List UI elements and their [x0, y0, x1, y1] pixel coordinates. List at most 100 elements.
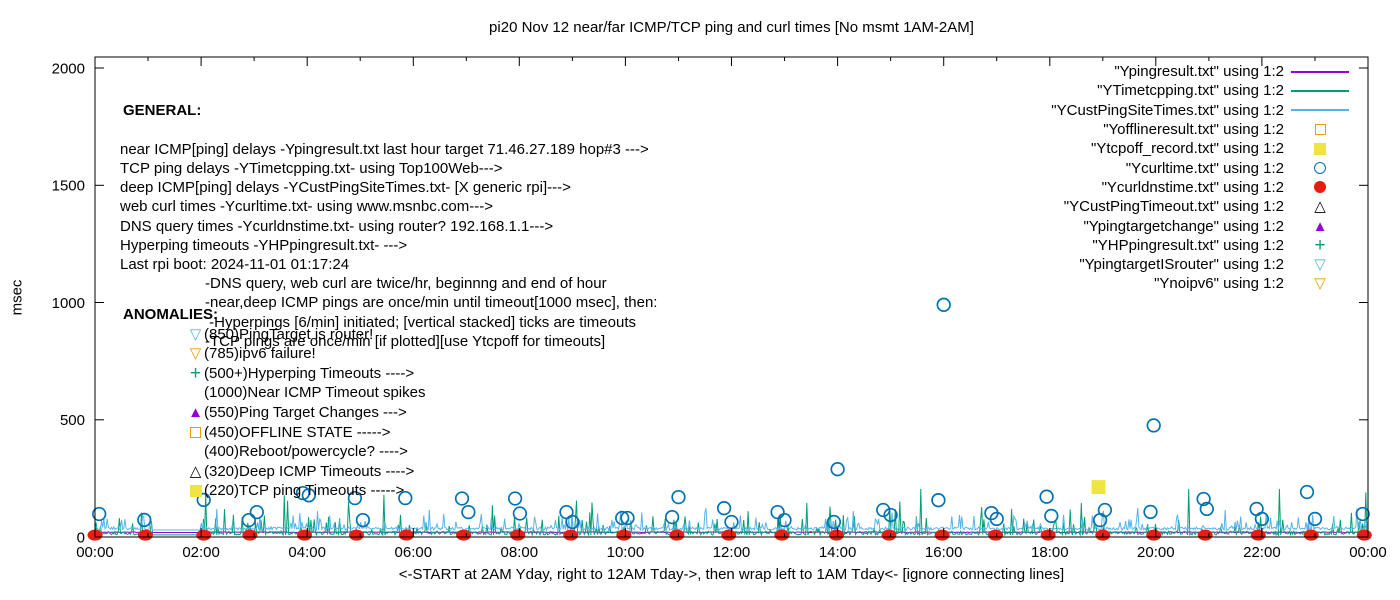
legend-item: "Ypingtargetchange" using 1:2 ▲	[700, 216, 1356, 235]
line-marker-icon	[1291, 89, 1349, 92]
legend-item-label: "YCustPingTimeout.txt" using 1:2	[1063, 198, 1284, 216]
legend: "Ypingresult.txt" using 1:2 "YTimetcpping…	[700, 62, 1356, 294]
legend-item-label: "YTimetcpping.txt" using 1:2	[1097, 82, 1284, 100]
series-marker-Ycurltime.txt	[301, 488, 316, 503]
series-marker-Ycurldnstime.txt	[297, 529, 312, 541]
legend-item: "YCustPingSiteTimes.txt" using 1:2	[700, 101, 1356, 120]
note-line: -near,deep ICMP pings are once/min until…	[205, 294, 658, 312]
x-tick-label: 00:00	[76, 544, 114, 561]
legend-item: "YHPpingresult.txt" using 1:2 +	[700, 236, 1356, 255]
anomaly-item: + (500+)Hyperping Timeouts ---->	[123, 364, 425, 384]
circle-filled-marker-icon	[1314, 181, 1326, 194]
note-line: Last rpi boot: 2024-11-01 01:17:24	[120, 256, 350, 274]
y-tick-label: 1000	[52, 295, 85, 312]
series-marker-Ycurldnstime.txt	[1356, 529, 1372, 541]
series-marker-Ycurltime.txt	[615, 510, 630, 526]
series-marker-Ycurldnstime.txt	[456, 529, 472, 541]
series-marker-Ycurltime.txt	[931, 493, 946, 508]
series-marker-Ycurltime.txt	[137, 512, 152, 528]
anomaly-item: ▲ (550)Ping Target Changes --->	[123, 403, 425, 423]
legend-item-label: "YpingtargetISrouter" using 1:2	[1079, 256, 1284, 274]
plus-marker-icon: +	[189, 363, 202, 385]
note-line: -TCP pings are once/min [if plotted][use…	[205, 332, 606, 350]
x-tick-label: 16:00	[925, 544, 963, 561]
series-marker-Ycurltime.txt	[724, 514, 739, 530]
anomaly-label: (400)Reboot/powercycle? ---->	[204, 443, 408, 461]
anomaly-item: (220)TCP ping Timeouts ----->	[123, 481, 425, 501]
square-open-marker-icon	[1314, 124, 1326, 136]
anomaly-label: (450)OFFLINE STATE ----->	[204, 423, 391, 441]
legend-item: "YTimetcpping.txt" using 1:2	[700, 81, 1356, 100]
legend-item-label: "Ypingresult.txt" using 1:2	[1114, 63, 1284, 81]
series-marker-Ycurltime.txt	[461, 504, 476, 520]
legend-item-label: "Ytcpoff_record.txt" using 1:2	[1091, 140, 1284, 158]
y-tick-label: 0	[77, 529, 85, 546]
note-line: DNS query times -Ycurldnstime.txt- using…	[120, 217, 554, 235]
x-tick-label: 02:00	[182, 544, 220, 561]
triangle-up-filled-marker-icon: ▲	[1312, 217, 1328, 235]
series-marker-Ycurltime.txt	[1199, 501, 1214, 517]
series-marker-Ycurltime.txt	[620, 510, 635, 526]
legend-item: "Ypingresult.txt" using 1:2	[700, 62, 1356, 81]
anomalies-header: ANOMALIES:	[123, 306, 218, 323]
anomaly-label: (1000)Near ICMP Timeout spikes	[204, 384, 426, 402]
line-marker-icon	[1291, 70, 1349, 73]
note-line: -DNS query, web curl are twice/hr, begin…	[205, 275, 607, 293]
series-marker-Ycurltime.txt	[777, 512, 792, 528]
series-marker-Ycurltime.txt	[355, 512, 371, 528]
chart-title: pi20 Nov 12 near/far ICMP/TCP ping and c…	[489, 19, 974, 36]
series-marker-Ycurltime.txt	[883, 507, 898, 523]
series-marker-Ycurldnstime.txt	[349, 529, 364, 541]
anomaly-item: (450)OFFLINE STATE ----->	[123, 423, 425, 443]
triangle-down-open-marker-icon: ▽	[1314, 256, 1326, 274]
series-marker-Ycurltime.txt	[249, 504, 264, 520]
square-filled-marker-icon	[189, 485, 202, 498]
legend-item: "Ynoipv6" using 1:2 ▽	[700, 274, 1356, 293]
series-marker-Ycurldnstime.txt	[829, 529, 844, 541]
anomaly-label: (785)ipv6 failure!	[204, 345, 316, 363]
legend-item: "Ycurldnstime.txt" using 1:2	[700, 178, 1356, 197]
note-line: TCP ping delays -YTimetcpping.txt- using…	[120, 160, 503, 178]
series-marker-Ycurldnstime.txt	[398, 529, 414, 541]
x-tick-label: 08:00	[501, 544, 539, 561]
series-marker-Ycurltime.txt	[92, 506, 107, 522]
x-tick-label: 00:00	[1349, 544, 1387, 561]
series-marker-Ytcpoff_record.txt	[1091, 480, 1106, 495]
series-marker-Ycurldnstime.txt	[721, 529, 737, 541]
triangle-down-open-marker-icon: ▽	[1314, 275, 1326, 293]
series-marker-Ycurldnstime.txt	[137, 529, 153, 541]
anomaly-item: ▽ (850)PingTarget is router!	[123, 325, 425, 345]
y-axis-label: msec	[8, 279, 26, 316]
legend-item: "Ytcpoff_record.txt" using 1:2	[700, 139, 1356, 158]
series-marker-Ycurltime.txt	[826, 514, 842, 530]
triangle-up-open-marker-icon: △	[189, 463, 202, 481]
series-marker-Ycurltime.txt	[1254, 511, 1270, 527]
x-tick-label: 10:00	[607, 544, 645, 561]
series-marker-Ycurldnstime.txt	[988, 529, 1004, 541]
series-marker-Ycurltime.txt	[507, 491, 523, 506]
series-marker-Ycurltime.txt	[398, 490, 413, 506]
series-marker-Ycurltime.txt	[512, 506, 528, 521]
series-marker-Ycurltime.txt	[671, 489, 686, 505]
series-marker-Ycurltime.txt	[664, 509, 680, 525]
note-line: deep ICMP[ping] delays -YCustPingSiteTim…	[120, 179, 571, 197]
series-marker-Ycurltime.txt	[1196, 491, 1211, 507]
legend-item-label: "Ynoipv6" using 1:2	[1154, 275, 1284, 293]
legend-item: "Yofflineresult.txt" using 1:2	[700, 120, 1356, 139]
series-marker-Ycurltime.txt	[565, 514, 580, 530]
legend-item: "YpingtargetISrouter" using 1:2 ▽	[700, 255, 1356, 274]
anomaly-label: (550)Ping Target Changes --->	[204, 403, 407, 421]
anomaly-label: (500+)Hyperping Timeouts ---->	[204, 364, 415, 382]
note-line: Hyperping timeouts -YHPpingresult.txt- -…	[120, 236, 408, 254]
series-marker-Ycurltime.txt	[1146, 418, 1161, 433]
square-open-marker-icon	[190, 426, 201, 438]
series-marker-Ycurltime.txt	[716, 501, 732, 516]
series-marker-Ycurldnstime.txt	[1250, 529, 1266, 541]
series-marker-Ycurldnstime.txt	[669, 529, 685, 541]
series-marker-Ycurldnstime.txt	[510, 529, 526, 541]
series-marker-Ycurldnstime.txt	[881, 529, 897, 541]
series-marker-Ycurltime.txt	[1143, 504, 1158, 520]
general-notes: GENERAL: near ICMP[ping] delays -Ypingre…	[120, 63, 657, 351]
